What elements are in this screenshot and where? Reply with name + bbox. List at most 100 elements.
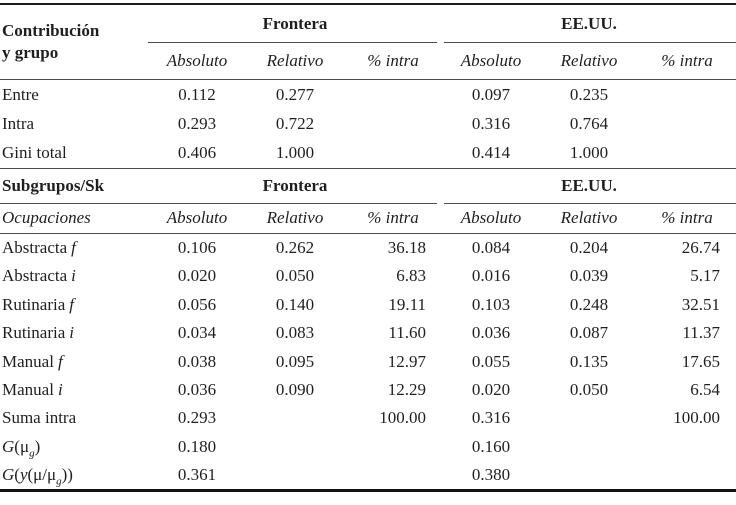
group-eeuu: EE.UU. Absoluto Relativo % intra <box>442 5 736 79</box>
value-cell: 0.106 <box>177 238 217 258</box>
row-label: Abstracta i <box>2 266 76 286</box>
value-cell: 1.000 <box>569 143 609 163</box>
value-cell: 0.414 <box>471 143 511 163</box>
section2-header: Subgrupos/Sk Ocupaciones Frontera Absolu… <box>0 169 736 233</box>
frontera-subheaders: Absoluto Relativo % intra <box>148 43 442 79</box>
value-cell: 0.180 <box>177 436 217 456</box>
column-header-pct-intra: % intra <box>661 51 713 70</box>
row-header-line2: y grupo <box>2 43 59 62</box>
value-cell: 0.293 <box>177 113 217 133</box>
group-header-eeuu: EE.UU. <box>561 13 617 33</box>
eeuu-underline <box>444 42 736 43</box>
value-cell: 0.380 <box>471 465 511 485</box>
section2-row-header-block: Subgrupos/Sk Ocupaciones <box>0 169 148 233</box>
table-row: Abstracta f 0.106 0.262 36.18 0.084 0.204… <box>0 234 736 262</box>
section2-body: Abstracta f 0.106 0.262 36.18 0.084 0.204… <box>0 234 736 490</box>
value-cell: 100.00 <box>379 408 426 428</box>
value-cell: 0.361 <box>177 465 217 485</box>
eeuu-subheaders: Absoluto Relativo % intra <box>442 43 736 79</box>
value-cell: 0.140 <box>275 294 315 314</box>
value-cell: 12.97 <box>387 351 426 371</box>
value-cell: 0.722 <box>275 113 315 133</box>
group-frontera: Frontera Absoluto Relativo % intra <box>148 5 442 79</box>
table-row: Rutinaria f 0.056 0.140 19.11 0.103 0.248… <box>0 291 736 319</box>
table-row: Suma intra 0.293 100.00 0.316 100.00 <box>0 404 736 432</box>
column-header-relativo: Relativo <box>266 51 324 70</box>
table-row: G(μg) 0.180 0.160 <box>0 433 736 461</box>
row-label: Suma intra <box>2 408 77 428</box>
value-cell: 0.406 <box>177 143 217 163</box>
column-header-pct-intra: % intra <box>367 51 419 70</box>
value-cell: 0.050 <box>275 266 315 286</box>
section1-header: Contribución y grupo Frontera Absoluto R… <box>0 5 736 79</box>
section-divider-rule <box>0 167 736 169</box>
value-cell: 0.160 <box>471 436 511 456</box>
value-cell: 0.036 <box>177 380 217 400</box>
value-cell: 0.090 <box>275 380 315 400</box>
column-header-absoluto: Absoluto <box>166 51 228 70</box>
row-label: Intra <box>2 113 35 133</box>
value-cell: 32.51 <box>681 294 720 314</box>
bottom-rule <box>0 489 736 493</box>
value-cell: 0.087 <box>569 323 609 343</box>
value-cell: 11.37 <box>682 323 720 343</box>
value-cell: 17.65 <box>681 351 720 371</box>
value-cell: 0.262 <box>275 238 315 258</box>
row-label: Rutinaria f <box>2 294 74 314</box>
value-cell: 0.056 <box>177 294 217 314</box>
value-cell: 0.034 <box>177 323 217 343</box>
column-header-absoluto: Absoluto <box>460 208 522 228</box>
value-cell: 0.097 <box>471 84 511 104</box>
value-cell: 0.103 <box>471 294 511 314</box>
column-header-pct-intra: % intra <box>367 208 419 228</box>
row-label: Entre <box>2 84 39 104</box>
value-cell: 0.316 <box>471 408 511 428</box>
top-rule <box>0 3 736 5</box>
frontera-underline <box>148 42 437 43</box>
value-cell: 0.020 <box>177 266 217 286</box>
row-label: Gini total <box>2 143 67 163</box>
value-cell: 12.29 <box>387 380 426 400</box>
section1-body: Entre 0.112 0.277 0.097 0.235 Intra 0.29… <box>0 80 736 168</box>
table-row: Manual f 0.038 0.095 12.97 0.055 0.135 17… <box>0 347 736 375</box>
value-cell: 0.135 <box>569 351 609 371</box>
value-cell: 0.039 <box>569 266 609 286</box>
value-cell: 0.095 <box>275 351 315 371</box>
value-cell: 19.11 <box>388 294 426 314</box>
column-header-relativo: Relativo <box>560 208 618 228</box>
value-cell: 0.293 <box>177 408 217 428</box>
eeuu-subheaders: Absoluto Relativo % intra <box>442 204 736 233</box>
row-label: Manual i <box>2 380 63 400</box>
value-cell: 0.112 <box>178 84 216 104</box>
value-cell: 11.60 <box>388 323 426 343</box>
column-header-absoluto: Absoluto <box>166 208 228 228</box>
value-cell: 0.020 <box>471 380 511 400</box>
row-header-line1: Contribución <box>2 21 100 40</box>
value-cell: 5.17 <box>690 266 720 286</box>
row-label-g-mu: G(μg) <box>2 436 41 460</box>
value-cell: 0.248 <box>569 294 609 314</box>
value-cell: 0.316 <box>471 113 511 133</box>
table-row: Gini total 0.406 1.000 0.414 1.000 <box>0 139 736 168</box>
value-cell: 0.016 <box>471 266 511 286</box>
value-cell: 1.000 <box>275 143 315 163</box>
eeuu-underline <box>444 202 736 204</box>
header2-rule <box>0 232 736 234</box>
value-cell: 0.036 <box>471 323 511 343</box>
frontera-subheaders: Absoluto Relativo % intra <box>148 204 442 233</box>
column-header-relativo: Relativo <box>266 208 324 228</box>
value-cell: 0.055 <box>471 351 511 371</box>
row-label: Abstracta f <box>2 238 76 258</box>
value-cell: 26.74 <box>681 238 720 258</box>
value-cell: 0.084 <box>471 238 511 258</box>
column-header-relativo: Relativo <box>560 51 618 70</box>
label-underline <box>0 202 148 204</box>
section1-row-header: Contribución y grupo <box>0 5 148 79</box>
row-label-g-y-mu: G(y(μ/μg)) <box>2 465 73 488</box>
value-cell: 6.83 <box>396 266 426 286</box>
value-cell: 0.204 <box>569 238 609 258</box>
value-cell: 0.038 <box>177 351 217 371</box>
table-row: Abstracta i 0.020 0.050 6.83 0.016 0.039 … <box>0 262 736 290</box>
value-cell: 0.235 <box>569 84 609 104</box>
group-header-frontera: Frontera <box>262 175 328 195</box>
